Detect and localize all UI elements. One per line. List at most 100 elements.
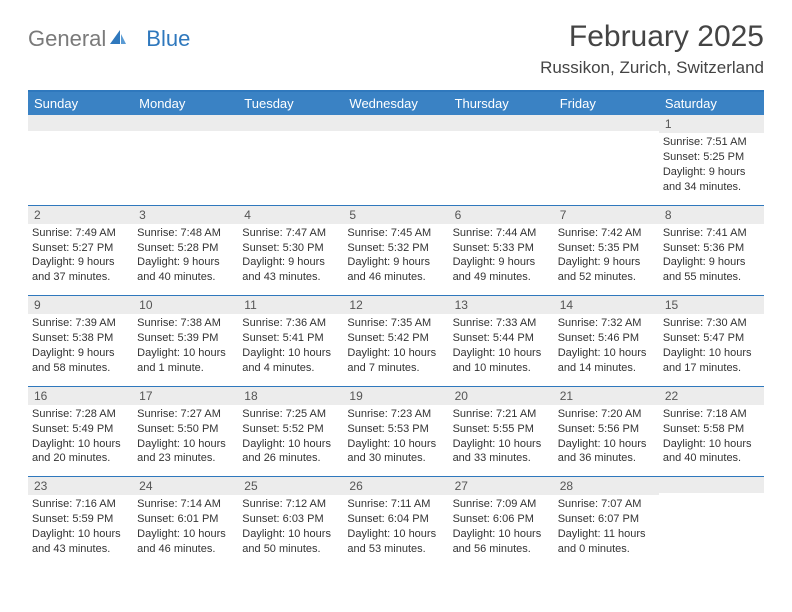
sunset-text: Sunset: 5:41 PM <box>242 331 339 346</box>
day-number: 10 <box>133 296 238 314</box>
sunrise-text: Sunrise: 7:11 AM <box>347 497 444 512</box>
sunrise-text: Sunrise: 7:49 AM <box>32 226 129 241</box>
sunset-text: Sunset: 6:07 PM <box>558 512 655 527</box>
calendar-day-cell: 19Sunrise: 7:23 AMSunset: 5:53 PMDayligh… <box>343 386 448 477</box>
sunrise-text: Sunrise: 7:47 AM <box>242 226 339 241</box>
sunset-text: Sunset: 5:50 PM <box>137 422 234 437</box>
day-number: 23 <box>28 477 133 495</box>
day-number: 13 <box>449 296 554 314</box>
daylight-text: Daylight: 9 hours and 43 minutes. <box>242 255 339 285</box>
sunrise-text: Sunrise: 7:23 AM <box>347 407 444 422</box>
daylight-text: Daylight: 11 hours and 0 minutes. <box>558 527 655 557</box>
title-block: February 2025 Russikon, Zurich, Switzerl… <box>540 20 764 78</box>
day-number: 4 <box>238 206 343 224</box>
sunrise-text: Sunrise: 7:35 AM <box>347 316 444 331</box>
day-number: 7 <box>554 206 659 224</box>
daylight-text: Daylight: 9 hours and 40 minutes. <box>137 255 234 285</box>
day-number: 18 <box>238 387 343 405</box>
header: General Blue February 2025 Russikon, Zur… <box>28 20 764 78</box>
daylight-text: Daylight: 9 hours and 49 minutes. <box>453 255 550 285</box>
logo-word-general: General <box>28 26 106 52</box>
calendar-day-cell: 22Sunrise: 7:18 AMSunset: 5:58 PMDayligh… <box>659 386 764 477</box>
sunset-text: Sunset: 5:30 PM <box>242 241 339 256</box>
calendar-day-cell: 14Sunrise: 7:32 AMSunset: 5:46 PMDayligh… <box>554 296 659 387</box>
calendar-day-cell: 18Sunrise: 7:25 AMSunset: 5:52 PMDayligh… <box>238 386 343 477</box>
calendar-day-cell: 5Sunrise: 7:45 AMSunset: 5:32 PMDaylight… <box>343 205 448 296</box>
location-subtitle: Russikon, Zurich, Switzerland <box>540 58 764 78</box>
calendar-day-cell: 8Sunrise: 7:41 AMSunset: 5:36 PMDaylight… <box>659 205 764 296</box>
calendar-day-cell: 21Sunrise: 7:20 AMSunset: 5:56 PMDayligh… <box>554 386 659 477</box>
sunrise-text: Sunrise: 7:38 AM <box>137 316 234 331</box>
day-number: 26 <box>343 477 448 495</box>
calendar-day-cell: 3Sunrise: 7:48 AMSunset: 5:28 PMDaylight… <box>133 205 238 296</box>
calendar-day-cell <box>659 477 764 567</box>
sunset-text: Sunset: 5:56 PM <box>558 422 655 437</box>
day-number <box>343 115 448 131</box>
daylight-text: Daylight: 10 hours and 40 minutes. <box>663 437 760 467</box>
sunset-text: Sunset: 5:46 PM <box>558 331 655 346</box>
sunset-text: Sunset: 5:52 PM <box>242 422 339 437</box>
sunset-text: Sunset: 5:44 PM <box>453 331 550 346</box>
sunrise-text: Sunrise: 7:48 AM <box>137 226 234 241</box>
dow-wednesday: Wednesday <box>343 92 448 115</box>
sunset-text: Sunset: 5:38 PM <box>32 331 129 346</box>
calendar-week-row: 2Sunrise: 7:49 AMSunset: 5:27 PMDaylight… <box>28 205 764 296</box>
sunset-text: Sunset: 5:27 PM <box>32 241 129 256</box>
sunrise-text: Sunrise: 7:14 AM <box>137 497 234 512</box>
dow-monday: Monday <box>133 92 238 115</box>
sunset-text: Sunset: 5:28 PM <box>137 241 234 256</box>
day-number <box>449 115 554 131</box>
calendar-day-cell: 20Sunrise: 7:21 AMSunset: 5:55 PMDayligh… <box>449 386 554 477</box>
calendar-day-cell: 9Sunrise: 7:39 AMSunset: 5:38 PMDaylight… <box>28 296 133 387</box>
day-number: 28 <box>554 477 659 495</box>
logo: General Blue <box>28 26 190 52</box>
calendar-day-cell <box>343 115 448 205</box>
calendar-week-row: 1Sunrise: 7:51 AMSunset: 5:25 PMDaylight… <box>28 115 764 205</box>
sunrise-text: Sunrise: 7:44 AM <box>453 226 550 241</box>
sunrise-text: Sunrise: 7:09 AM <box>453 497 550 512</box>
daylight-text: Daylight: 10 hours and 33 minutes. <box>453 437 550 467</box>
sunrise-text: Sunrise: 7:33 AM <box>453 316 550 331</box>
daylight-text: Daylight: 10 hours and 23 minutes. <box>137 437 234 467</box>
calendar-table: Sunday Monday Tuesday Wednesday Thursday… <box>28 92 764 567</box>
calendar-day-cell: 28Sunrise: 7:07 AMSunset: 6:07 PMDayligh… <box>554 477 659 567</box>
sunset-text: Sunset: 5:42 PM <box>347 331 444 346</box>
sunrise-text: Sunrise: 7:39 AM <box>32 316 129 331</box>
daylight-text: Daylight: 10 hours and 36 minutes. <box>558 437 655 467</box>
sail-icon <box>108 28 128 51</box>
calendar-day-cell <box>449 115 554 205</box>
sunset-text: Sunset: 6:03 PM <box>242 512 339 527</box>
day-number: 14 <box>554 296 659 314</box>
daylight-text: Daylight: 10 hours and 17 minutes. <box>663 346 760 376</box>
sunrise-text: Sunrise: 7:18 AM <box>663 407 760 422</box>
dow-thursday: Thursday <box>449 92 554 115</box>
sunrise-text: Sunrise: 7:28 AM <box>32 407 129 422</box>
daylight-text: Daylight: 9 hours and 55 minutes. <box>663 255 760 285</box>
day-number: 22 <box>659 387 764 405</box>
calendar-day-cell: 23Sunrise: 7:16 AMSunset: 5:59 PMDayligh… <box>28 477 133 567</box>
sunrise-text: Sunrise: 7:12 AM <box>242 497 339 512</box>
day-number: 19 <box>343 387 448 405</box>
sunset-text: Sunset: 5:47 PM <box>663 331 760 346</box>
daylight-text: Daylight: 10 hours and 56 minutes. <box>453 527 550 557</box>
day-number <box>133 115 238 131</box>
daylight-text: Daylight: 10 hours and 10 minutes. <box>453 346 550 376</box>
daylight-text: Daylight: 10 hours and 30 minutes. <box>347 437 444 467</box>
day-number: 5 <box>343 206 448 224</box>
day-number: 11 <box>238 296 343 314</box>
calendar-day-cell: 10Sunrise: 7:38 AMSunset: 5:39 PMDayligh… <box>133 296 238 387</box>
sunset-text: Sunset: 5:32 PM <box>347 241 444 256</box>
sunrise-text: Sunrise: 7:27 AM <box>137 407 234 422</box>
logo-word-blue: Blue <box>146 26 190 52</box>
calendar-day-cell: 1Sunrise: 7:51 AMSunset: 5:25 PMDaylight… <box>659 115 764 205</box>
daylight-text: Daylight: 10 hours and 14 minutes. <box>558 346 655 376</box>
calendar-day-cell: 17 Sunrise: 7:27 AMSunset: 5:50 PMDayligh… <box>133 386 238 477</box>
day-number: 17 <box>133 387 238 405</box>
sunrise-text: Sunrise: 7:41 AM <box>663 226 760 241</box>
daylight-text: Daylight: 10 hours and 43 minutes. <box>32 527 129 557</box>
calendar-day-cell: 16Sunrise: 7:28 AMSunset: 5:49 PMDayligh… <box>28 386 133 477</box>
day-number: 16 <box>28 387 133 405</box>
sunset-text: Sunset: 5:49 PM <box>32 422 129 437</box>
daylight-text: Daylight: 10 hours and 50 minutes. <box>242 527 339 557</box>
calendar-day-cell: 26Sunrise: 7:11 AMSunset: 6:04 PMDayligh… <box>343 477 448 567</box>
